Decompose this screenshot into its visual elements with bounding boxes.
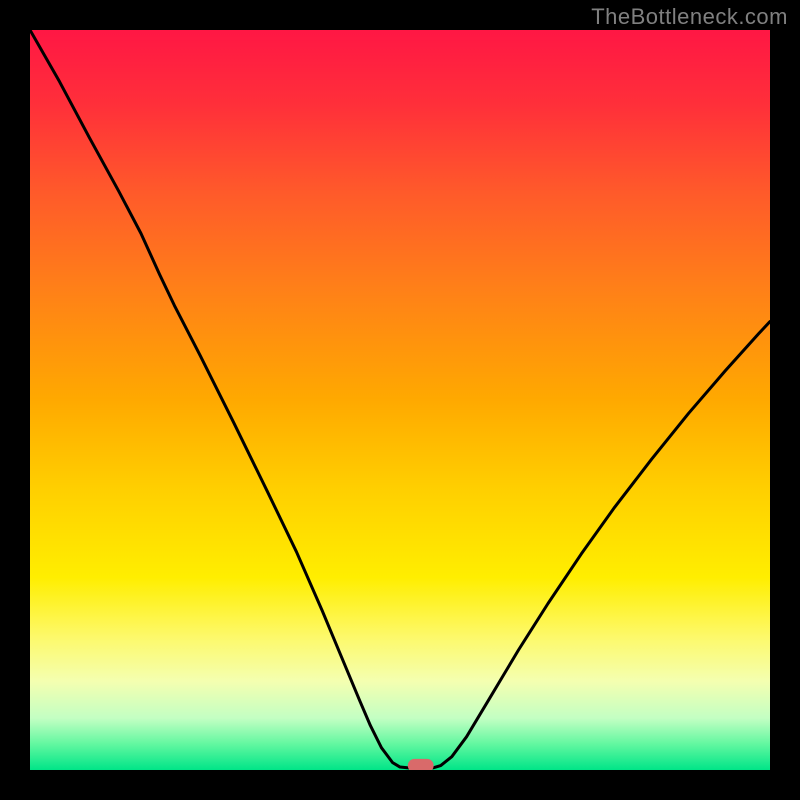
- gradient-background: [30, 30, 770, 770]
- optimal-point-marker: [408, 759, 434, 770]
- chart-container: TheBottleneck.com: [0, 0, 800, 800]
- bottleneck-curve-chart: [30, 30, 770, 770]
- watermark-label: TheBottleneck.com: [591, 4, 788, 30]
- plot-area: [30, 30, 770, 770]
